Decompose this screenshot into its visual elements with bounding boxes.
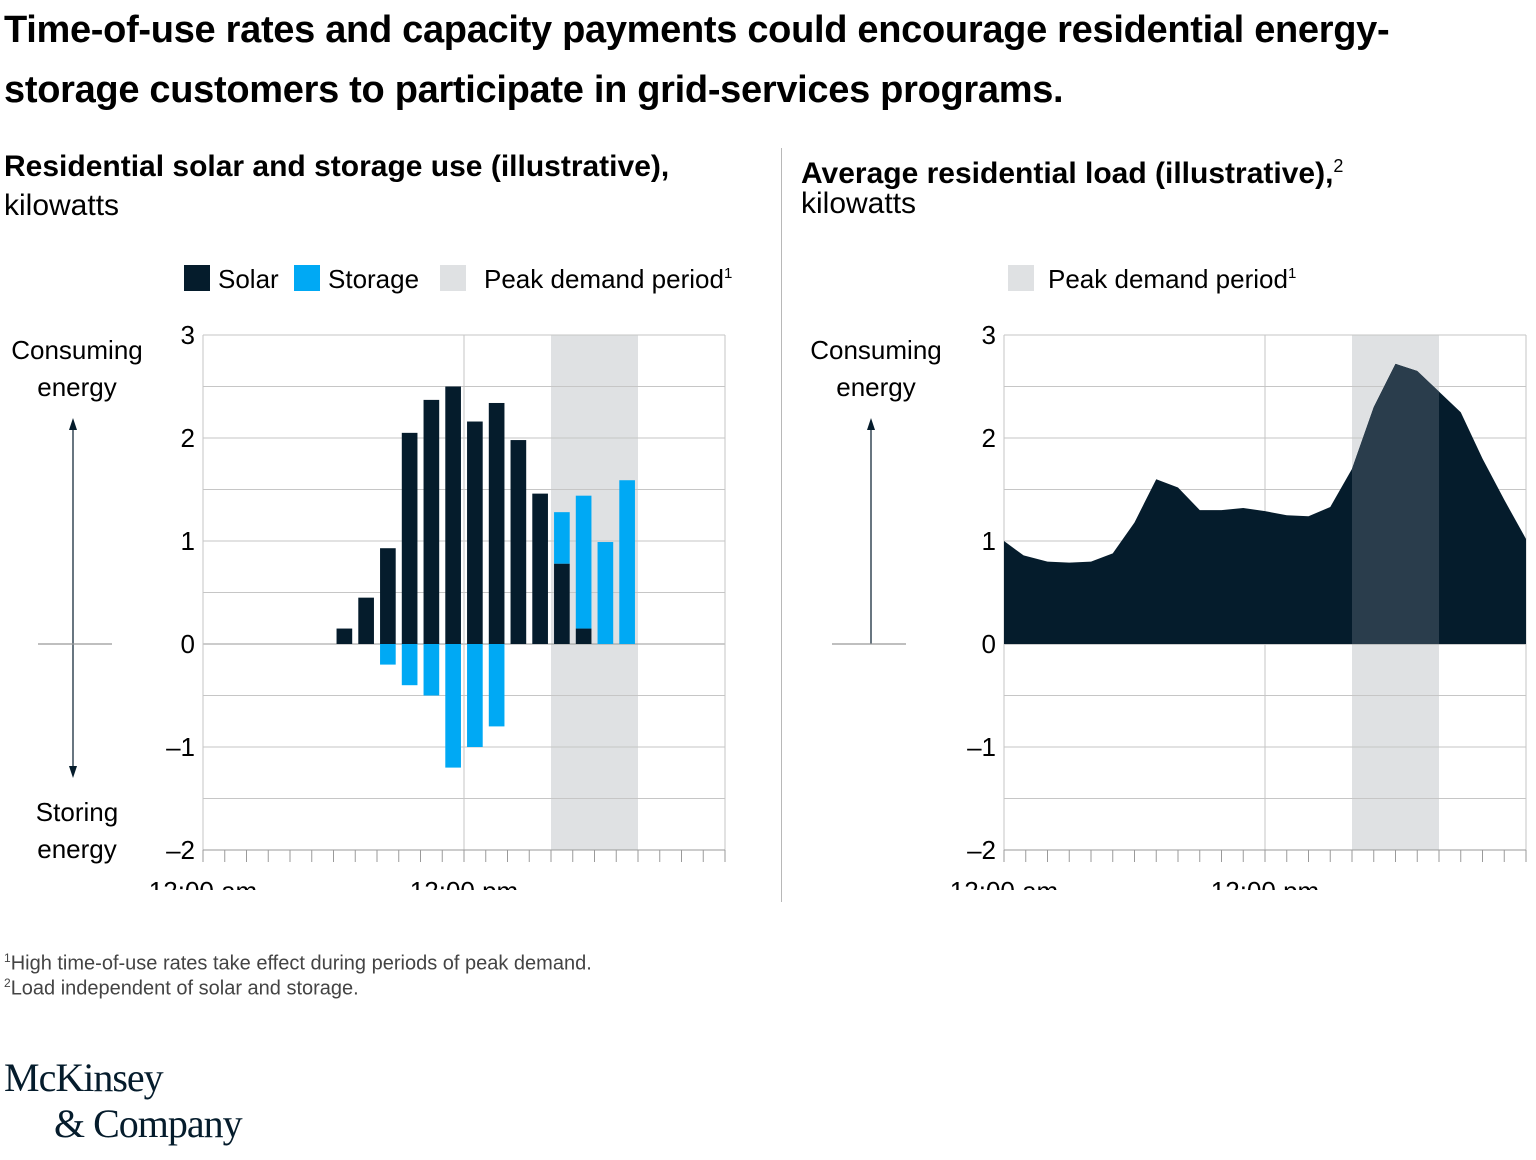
solar-bar (510, 440, 527, 644)
storing-label-line1: Storing (36, 797, 118, 827)
left-y-tick-label: –2 (166, 835, 195, 865)
arrow-down-head (69, 766, 77, 778)
left-y-tick-label: 0 (181, 629, 195, 659)
right-chart-title: Average residential load (illustrative),… (801, 147, 1343, 193)
storing-label-line2: energy (37, 834, 117, 864)
consuming-label-right-line2: energy (836, 372, 916, 402)
left-chart-unit: kilowatts (4, 189, 120, 222)
left-y-tick-label: 3 (181, 320, 195, 350)
legend-swatch-peak-right (1008, 265, 1034, 291)
footnote-1-mark: 1 (4, 951, 11, 965)
right-y-tick-label: 3 (982, 320, 996, 350)
consuming-label-line2: energy (37, 372, 117, 402)
footnote-2: 2Load independent of solar and storage. (4, 971, 359, 1002)
right-y-tick-label: –1 (967, 732, 996, 762)
solar-bar (423, 399, 440, 644)
solar-bar (575, 628, 592, 644)
left-plot-area: 3 2 1 0 –1 –2 12:00 am 12:00 pm (149, 320, 726, 890)
solar-bar (358, 597, 374, 644)
legend-label-peak-right: Peak demand period1 (1048, 264, 1296, 294)
left-chart: Solar Storage Peak demand period1 Consum… (11, 264, 732, 890)
left-legend: Solar Storage Peak demand period1 (184, 264, 732, 294)
panel-divider (781, 148, 782, 902)
solar-bar (336, 628, 353, 644)
right-plot-area: 3 2 1 0 –1 –2 12:00 am 12:00 pm (950, 320, 1527, 890)
page-title: Time-of-use rates and capacity payments … (4, 9, 1390, 111)
legend-label-solar: Solar (218, 264, 279, 294)
logo-line-1: McKinsey (4, 1055, 164, 1100)
load-area-peak-highlight (1352, 363, 1439, 644)
left-chart-title-text: Residential solar and storage use (illus… (4, 150, 670, 183)
mckinsey-logo: McKinsey & Company (4, 1055, 243, 1147)
storage-bar (488, 644, 505, 727)
right-chart-unit: kilowatts (801, 187, 917, 220)
storage-bar (380, 644, 396, 665)
arrow-up-head (69, 418, 77, 430)
right-chart-title-footnote-mark: 2 (1333, 156, 1344, 176)
right-y-tick-label: –2 (967, 835, 996, 865)
footnote-2-text: Load independent of solar and storage. (10, 977, 359, 1000)
right-y-tick-label: 1 (982, 526, 996, 556)
right-y-tick-label: 0 (982, 629, 996, 659)
storage-bar (401, 644, 418, 686)
storage-bar (467, 644, 483, 747)
left-y-annotation: Consuming energy Storing energy (11, 335, 143, 864)
solar-bar (554, 563, 570, 644)
left-x-tick-label: 12:00 pm (410, 876, 518, 890)
left-y-tick-label: –1 (166, 732, 195, 762)
left-y-tick-label: 1 (181, 526, 195, 556)
right-legend: Peak demand period1 (1008, 264, 1296, 294)
right-y-tick-label: 2 (982, 423, 996, 453)
left-y-tick-label: 2 (181, 423, 195, 453)
storage-bar (554, 512, 570, 564)
right-chart: Peak demand period1 Consuming energy 3 2 1… (810, 264, 1527, 890)
left-chart-title: Residential solar and storage use (illus… (4, 148, 669, 186)
storage-bar (445, 644, 461, 768)
solar-bar (467, 421, 483, 644)
right-y-annotation: Consuming energy (810, 335, 942, 645)
legend-swatch-peak (440, 265, 466, 291)
footnote-2-mark: 2 (4, 976, 11, 990)
storage-bar (597, 542, 614, 644)
consuming-label-line1: Consuming (11, 335, 143, 365)
storage-bar (619, 480, 635, 644)
consuming-label-right-line1: Consuming (810, 335, 942, 365)
solar-bar (488, 402, 505, 644)
solar-bar (532, 493, 548, 644)
storage-bar (423, 644, 440, 696)
footnote-1: 1High time-of-use rates take effect duri… (4, 946, 592, 977)
solar-bar (401, 432, 418, 644)
legend-label-storage: Storage (328, 264, 419, 294)
legend-swatch-solar (184, 265, 210, 291)
right-chart-title-text: Average residential load (illustrative), (801, 157, 1334, 190)
storage-bar (575, 495, 592, 629)
legend-swatch-storage (294, 265, 320, 291)
legend-label-peak: Peak demand period1 (484, 264, 732, 294)
arrow-up-head-right (867, 418, 875, 430)
solar-bar (445, 386, 461, 644)
footnote-1-text: High time-of-use rates take effect durin… (10, 952, 592, 975)
left-x-tick-label: 12:00 am (149, 876, 257, 890)
logo-line-2: & Company (54, 1101, 243, 1146)
right-x-tick-label: 12:00 am (950, 876, 1058, 890)
right-x-tick-label: 12:00 pm (1211, 876, 1319, 890)
solar-bar (380, 548, 396, 644)
